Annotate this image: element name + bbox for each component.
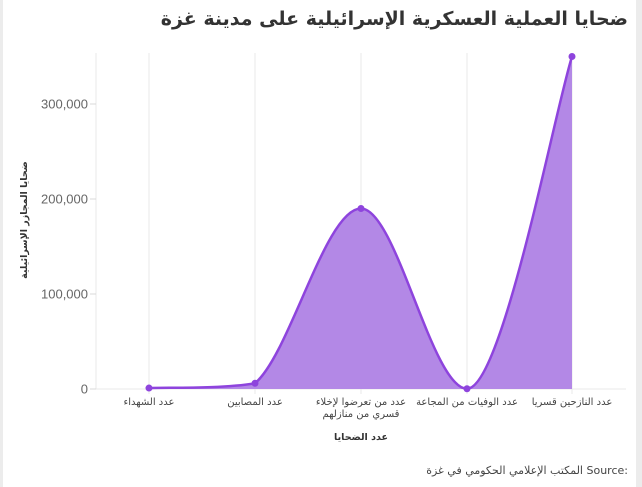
x-axis-title: عدد الضحايا	[334, 432, 388, 443]
x-tick-label: قسري من منازلهم	[323, 409, 400, 420]
y-tick-label: 0	[81, 382, 88, 397]
x-tick-label: عدد من تعرضوا لإخلاء	[316, 397, 406, 408]
y-axis: 0 100,000 200,000 300,000	[41, 97, 96, 397]
x-tick-label: عدد الوفيات من المجاعة	[416, 397, 518, 408]
data-point[interactable]	[568, 53, 576, 60]
data-area	[145, 53, 576, 393]
area-fill	[149, 56, 572, 389]
x-tick-label: عدد النازحين قسريا	[532, 397, 613, 408]
x-axis: عدد الشهداء عدد المصابين عدد من تعرضوا لإخ…	[124, 397, 613, 420]
source-label: Source:	[586, 464, 629, 477]
chart-title: ضحايا العملية العسكرية الإسرائيلية على م…	[160, 8, 628, 30]
source-text: المكتب الإعلامي الحكومي في غزة	[426, 464, 583, 477]
y-axis-title: ضحايا المجازر الإسرائيلية	[19, 161, 30, 279]
y-tick-label: 200,000	[41, 192, 88, 207]
data-point[interactable]	[251, 379, 259, 387]
x-tick-label: عدد المصابين	[227, 397, 283, 408]
data-point[interactable]	[145, 384, 153, 392]
x-tick-label: عدد الشهداء	[124, 397, 175, 408]
y-tick-label: 300,000	[41, 97, 88, 112]
data-point[interactable]	[463, 385, 471, 393]
data-point[interactable]	[357, 205, 365, 212]
source-note: المكتب الإعلامي الحكومي في غزة Source:	[426, 464, 628, 477]
y-tick-label: 100,000	[41, 287, 88, 302]
